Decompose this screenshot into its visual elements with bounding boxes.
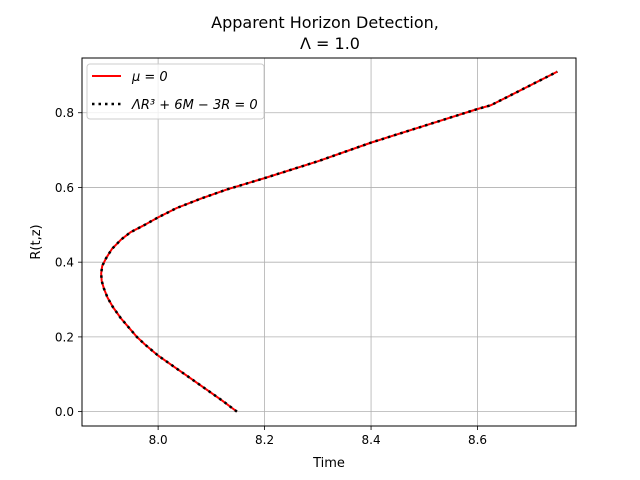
y-tick-label: 0.6 xyxy=(55,181,74,195)
x-tick-label: 8.6 xyxy=(468,433,487,447)
y-tick-label: 0.4 xyxy=(55,256,74,270)
y-tick-label: 0.8 xyxy=(55,106,74,120)
x-tick-label: 8.4 xyxy=(362,433,381,447)
plot-area xyxy=(81,57,577,427)
y-axis-label: R(t,z) xyxy=(29,224,44,259)
series-lines xyxy=(99,70,558,413)
chart-title-lambda: Λ = 1.0 xyxy=(300,34,360,53)
legend-label-horizon: ΛR³ + 6M − 3R = 0 xyxy=(131,98,258,113)
axis-ticks: 8.0 8.2 8.4 8.6 0.0 0.2 0.4 0.6 0.8 xyxy=(55,106,487,447)
legend: μ = 0 ΛR³ + 6M − 3R = 0 xyxy=(86,63,265,120)
series-line-horizon xyxy=(99,70,558,413)
y-tick-label: 0.2 xyxy=(55,330,74,344)
x-tick-label: 8.2 xyxy=(255,433,274,447)
legend-label-mu: μ = 0 xyxy=(131,70,168,85)
x-tick-label: 8.0 xyxy=(149,433,168,447)
y-tick-label: 0.0 xyxy=(55,405,74,419)
legend-box xyxy=(86,63,265,120)
chart-title: Apparent Horizon Detection, xyxy=(211,13,439,32)
x-axis-label: Time xyxy=(312,456,345,471)
